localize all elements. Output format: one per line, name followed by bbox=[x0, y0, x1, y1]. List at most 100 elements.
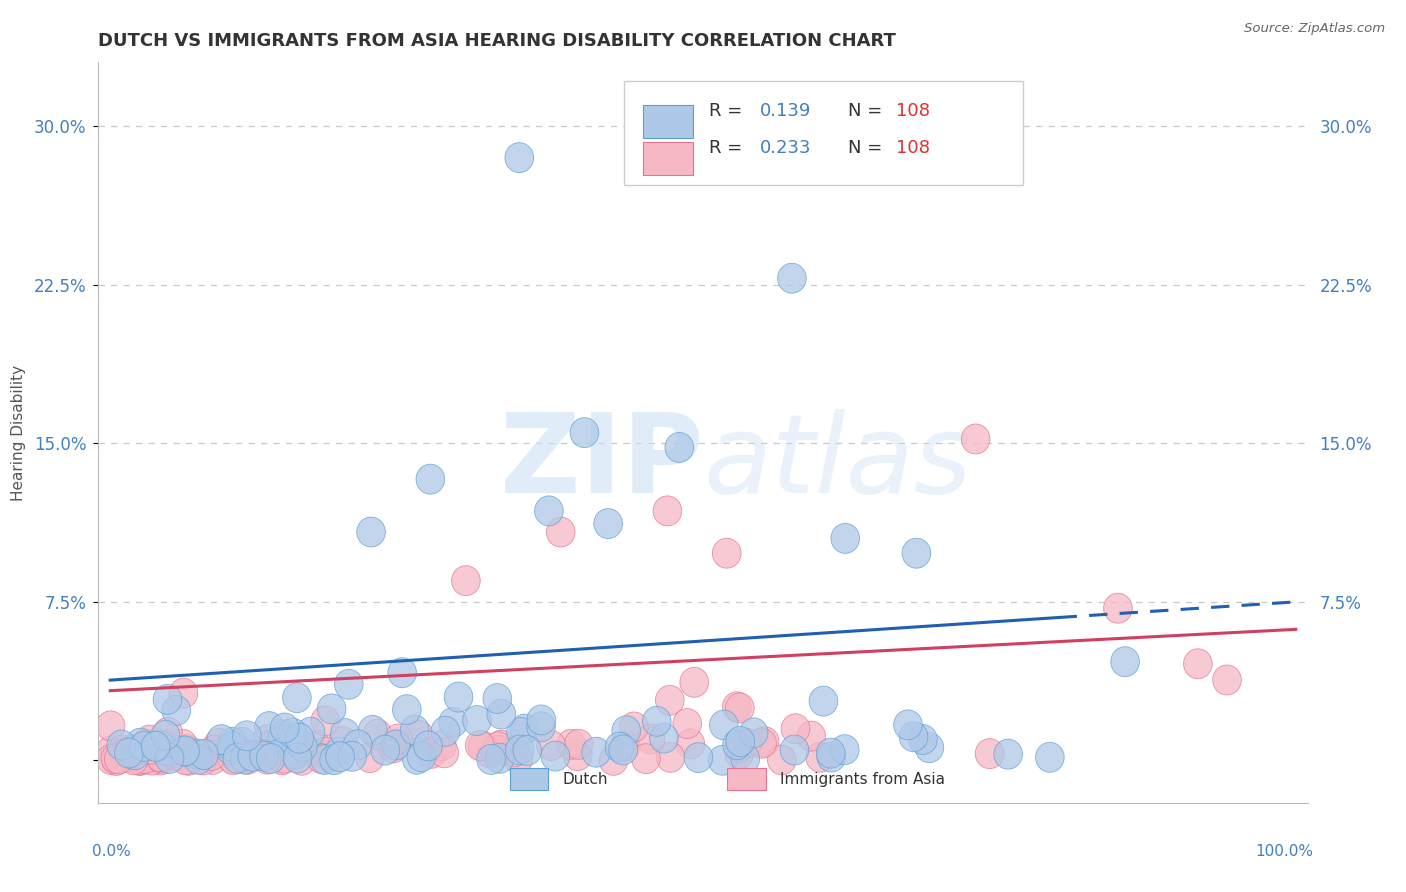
Ellipse shape bbox=[224, 743, 252, 773]
Ellipse shape bbox=[1111, 647, 1139, 677]
Ellipse shape bbox=[325, 738, 353, 767]
Ellipse shape bbox=[477, 745, 505, 774]
Ellipse shape bbox=[402, 744, 432, 774]
Ellipse shape bbox=[267, 726, 295, 756]
Ellipse shape bbox=[121, 739, 149, 770]
Ellipse shape bbox=[120, 739, 148, 769]
Ellipse shape bbox=[311, 706, 340, 736]
Ellipse shape bbox=[806, 742, 835, 772]
Ellipse shape bbox=[408, 742, 436, 772]
Ellipse shape bbox=[162, 696, 191, 725]
Ellipse shape bbox=[1036, 742, 1064, 772]
Text: N =: N = bbox=[848, 102, 889, 120]
Ellipse shape bbox=[468, 731, 496, 761]
Ellipse shape bbox=[636, 724, 665, 754]
Ellipse shape bbox=[356, 743, 384, 772]
Ellipse shape bbox=[505, 143, 534, 173]
Ellipse shape bbox=[114, 738, 143, 768]
Ellipse shape bbox=[146, 745, 174, 775]
Ellipse shape bbox=[253, 744, 281, 774]
Ellipse shape bbox=[609, 735, 637, 765]
Ellipse shape bbox=[725, 732, 754, 763]
Ellipse shape bbox=[131, 744, 160, 773]
Ellipse shape bbox=[329, 727, 357, 756]
Ellipse shape bbox=[311, 745, 339, 774]
Ellipse shape bbox=[270, 743, 298, 773]
Text: Source: ZipAtlas.com: Source: ZipAtlas.com bbox=[1244, 22, 1385, 36]
Ellipse shape bbox=[288, 745, 316, 775]
Ellipse shape bbox=[120, 745, 148, 775]
Ellipse shape bbox=[657, 742, 685, 772]
Ellipse shape bbox=[451, 566, 481, 596]
Text: Immigrants from Asia: Immigrants from Asia bbox=[780, 772, 945, 787]
Ellipse shape bbox=[381, 730, 411, 760]
Text: ZIP: ZIP bbox=[499, 409, 703, 516]
Ellipse shape bbox=[1212, 665, 1241, 695]
Ellipse shape bbox=[219, 745, 247, 775]
Ellipse shape bbox=[307, 744, 336, 773]
Ellipse shape bbox=[283, 682, 311, 713]
Ellipse shape bbox=[485, 743, 515, 773]
Ellipse shape bbox=[343, 730, 373, 760]
Ellipse shape bbox=[197, 740, 226, 771]
Ellipse shape bbox=[382, 729, 411, 759]
Ellipse shape bbox=[527, 712, 555, 742]
Ellipse shape bbox=[831, 735, 859, 764]
Ellipse shape bbox=[976, 739, 1004, 769]
Ellipse shape bbox=[188, 745, 218, 775]
Ellipse shape bbox=[232, 721, 262, 751]
Ellipse shape bbox=[250, 741, 278, 771]
Ellipse shape bbox=[283, 743, 312, 773]
Ellipse shape bbox=[506, 717, 536, 747]
Ellipse shape bbox=[170, 736, 198, 766]
Ellipse shape bbox=[174, 746, 202, 775]
Ellipse shape bbox=[330, 719, 360, 748]
Ellipse shape bbox=[903, 538, 931, 568]
Ellipse shape bbox=[150, 721, 180, 750]
Ellipse shape bbox=[713, 538, 741, 568]
Ellipse shape bbox=[198, 745, 226, 774]
Text: 0.139: 0.139 bbox=[759, 102, 811, 120]
Ellipse shape bbox=[380, 733, 408, 763]
Text: N =: N = bbox=[848, 138, 889, 157]
Ellipse shape bbox=[654, 496, 682, 526]
Ellipse shape bbox=[169, 730, 197, 759]
Ellipse shape bbox=[152, 730, 181, 760]
Ellipse shape bbox=[127, 728, 155, 758]
Ellipse shape bbox=[418, 739, 446, 768]
Ellipse shape bbox=[439, 707, 467, 738]
Ellipse shape bbox=[153, 684, 181, 714]
Ellipse shape bbox=[631, 744, 661, 773]
Ellipse shape bbox=[505, 744, 533, 773]
Ellipse shape bbox=[363, 719, 392, 749]
Ellipse shape bbox=[817, 739, 845, 768]
Text: 0.233: 0.233 bbox=[759, 138, 811, 157]
Ellipse shape bbox=[114, 742, 142, 772]
Ellipse shape bbox=[962, 424, 990, 454]
Text: 0.0%: 0.0% bbox=[93, 844, 131, 858]
Ellipse shape bbox=[107, 730, 135, 760]
Ellipse shape bbox=[673, 708, 702, 739]
Ellipse shape bbox=[163, 741, 191, 771]
Ellipse shape bbox=[416, 464, 444, 494]
Ellipse shape bbox=[612, 715, 641, 746]
Text: 100.0%: 100.0% bbox=[1256, 844, 1313, 858]
Ellipse shape bbox=[605, 732, 634, 762]
FancyBboxPatch shape bbox=[624, 81, 1024, 185]
Ellipse shape bbox=[731, 744, 759, 773]
Ellipse shape bbox=[655, 685, 685, 715]
Ellipse shape bbox=[97, 736, 125, 765]
Text: 108: 108 bbox=[897, 102, 931, 120]
Ellipse shape bbox=[427, 731, 457, 761]
Ellipse shape bbox=[723, 692, 751, 722]
Ellipse shape bbox=[685, 743, 713, 772]
Ellipse shape bbox=[138, 734, 166, 764]
FancyBboxPatch shape bbox=[643, 142, 693, 176]
Ellipse shape bbox=[256, 731, 285, 760]
Ellipse shape bbox=[797, 721, 825, 751]
Ellipse shape bbox=[612, 731, 640, 761]
Ellipse shape bbox=[152, 735, 181, 765]
FancyBboxPatch shape bbox=[509, 768, 548, 790]
Ellipse shape bbox=[725, 739, 754, 769]
Ellipse shape bbox=[269, 745, 297, 774]
